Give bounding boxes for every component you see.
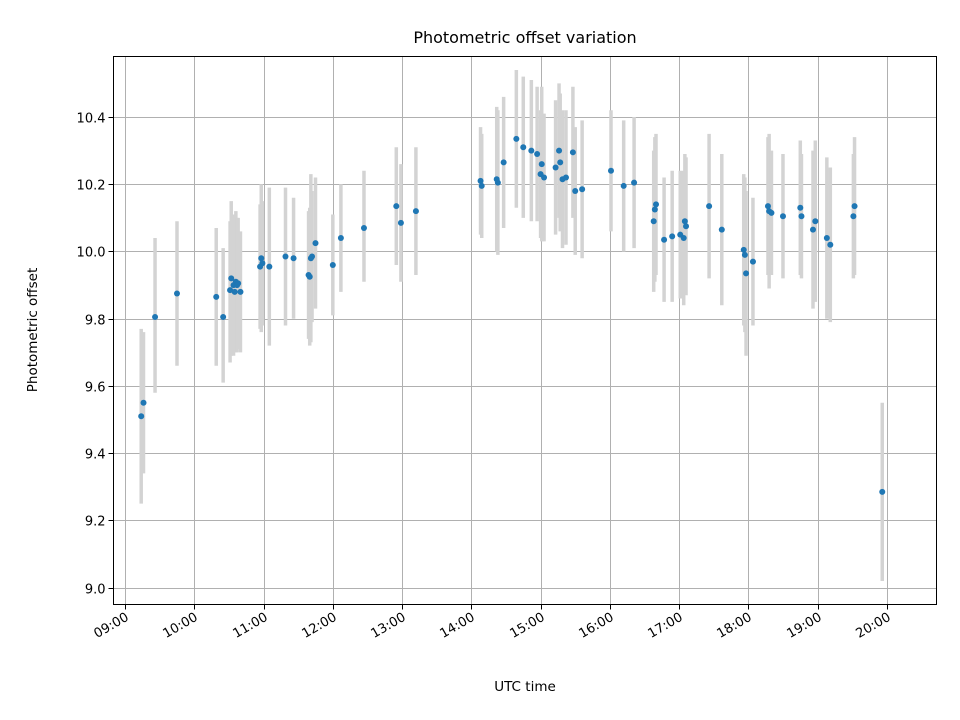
data-point: [661, 236, 668, 243]
data-point: [500, 159, 507, 166]
x-tick-label: 15:00: [508, 610, 548, 642]
x-tick-label: 10:00: [161, 610, 201, 642]
data-point: [360, 224, 367, 231]
data-point: [779, 213, 786, 220]
x-tick-label: 18:00: [715, 610, 755, 642]
x-tick-label: 13:00: [369, 610, 409, 642]
data-point: [494, 179, 501, 186]
data-point: [809, 226, 816, 233]
x-tick-label: 12:00: [300, 610, 340, 642]
y-tick-label: 10.4: [77, 112, 106, 127]
data-point: [706, 203, 713, 210]
data-point: [412, 208, 419, 215]
data-point: [282, 253, 289, 260]
data-point: [812, 218, 819, 225]
data-point: [749, 258, 756, 265]
data-point: [312, 240, 319, 247]
error-bars: [139, 69, 884, 581]
data-point: [879, 488, 886, 495]
data-point: [557, 159, 564, 166]
y-axis-label: Photometric offset: [25, 268, 41, 392]
data-point: [393, 203, 400, 210]
y-tick-label: 9.6: [85, 381, 106, 396]
data-point: [259, 260, 266, 267]
data-point: [743, 270, 750, 277]
y-tick-label: 10.0: [77, 246, 106, 261]
data-point: [823, 235, 830, 242]
data-point: [741, 251, 748, 258]
data-point: [477, 177, 484, 184]
data-point: [681, 218, 688, 225]
y-tick-label: 10.2: [77, 179, 106, 194]
data-point: [140, 399, 147, 406]
data-point: [478, 182, 485, 189]
y-tick-label: 9.2: [85, 515, 106, 530]
data-points: [138, 135, 886, 495]
x-tick-label: 19:00: [785, 610, 825, 642]
data-point: [669, 233, 676, 240]
grid-lines: [113, 56, 937, 605]
data-point: [683, 223, 690, 230]
data-point: [607, 167, 614, 174]
data-point: [528, 147, 535, 154]
x-tick-label: 14:00: [438, 610, 478, 642]
x-tick-label: 20:00: [854, 610, 894, 642]
data-point: [397, 219, 404, 226]
x-tick-label: 16:00: [577, 610, 617, 642]
x-tick-label: 17:00: [646, 610, 686, 642]
data-point: [579, 186, 586, 193]
data-point: [266, 263, 273, 270]
data-point: [718, 226, 725, 233]
data-point: [258, 255, 265, 262]
data-point: [290, 255, 297, 262]
data-point: [138, 413, 145, 420]
data-point: [562, 174, 569, 181]
data-point: [556, 147, 563, 154]
y-tick-label: 9.8: [85, 314, 106, 329]
data-point: [152, 314, 159, 321]
chart-title: Photometric offset variation: [413, 28, 636, 47]
data-point: [620, 182, 627, 189]
data-point: [213, 293, 220, 300]
x-tick-label: 11:00: [231, 610, 271, 642]
data-point: [827, 241, 834, 248]
data-point: [520, 144, 527, 151]
data-point: [227, 287, 234, 294]
y-tick-label: 9.4: [85, 448, 106, 463]
data-point: [235, 280, 242, 287]
x-axis-label: UTC time: [494, 679, 556, 695]
data-point: [650, 218, 657, 225]
data-point: [798, 213, 805, 220]
data-point: [173, 290, 180, 297]
data-point: [768, 209, 775, 216]
data-point: [237, 288, 244, 295]
y-tick-label: 9.0: [85, 583, 106, 598]
data-point: [569, 149, 576, 156]
x-tick-label: 09:00: [92, 610, 132, 642]
data-point: [850, 213, 857, 220]
data-point: [231, 288, 238, 295]
data-point: [220, 314, 227, 321]
data-point: [740, 246, 747, 253]
data-point: [651, 206, 658, 213]
data-point: [572, 187, 579, 194]
data-point: [552, 164, 559, 171]
data-point: [228, 275, 235, 282]
data-point: [513, 135, 520, 142]
data-point: [329, 261, 336, 268]
data-point: [306, 273, 313, 280]
data-point: [653, 201, 660, 208]
data-point: [309, 253, 316, 260]
data-point: [797, 204, 804, 211]
data-point: [680, 235, 687, 242]
data-point: [541, 174, 548, 181]
data-point: [631, 179, 638, 186]
plot-frame: [113, 56, 937, 605]
data-point: [538, 161, 545, 168]
data-point: [764, 203, 771, 210]
data-point: [851, 203, 858, 210]
data-point: [534, 150, 541, 157]
data-point: [337, 235, 344, 242]
